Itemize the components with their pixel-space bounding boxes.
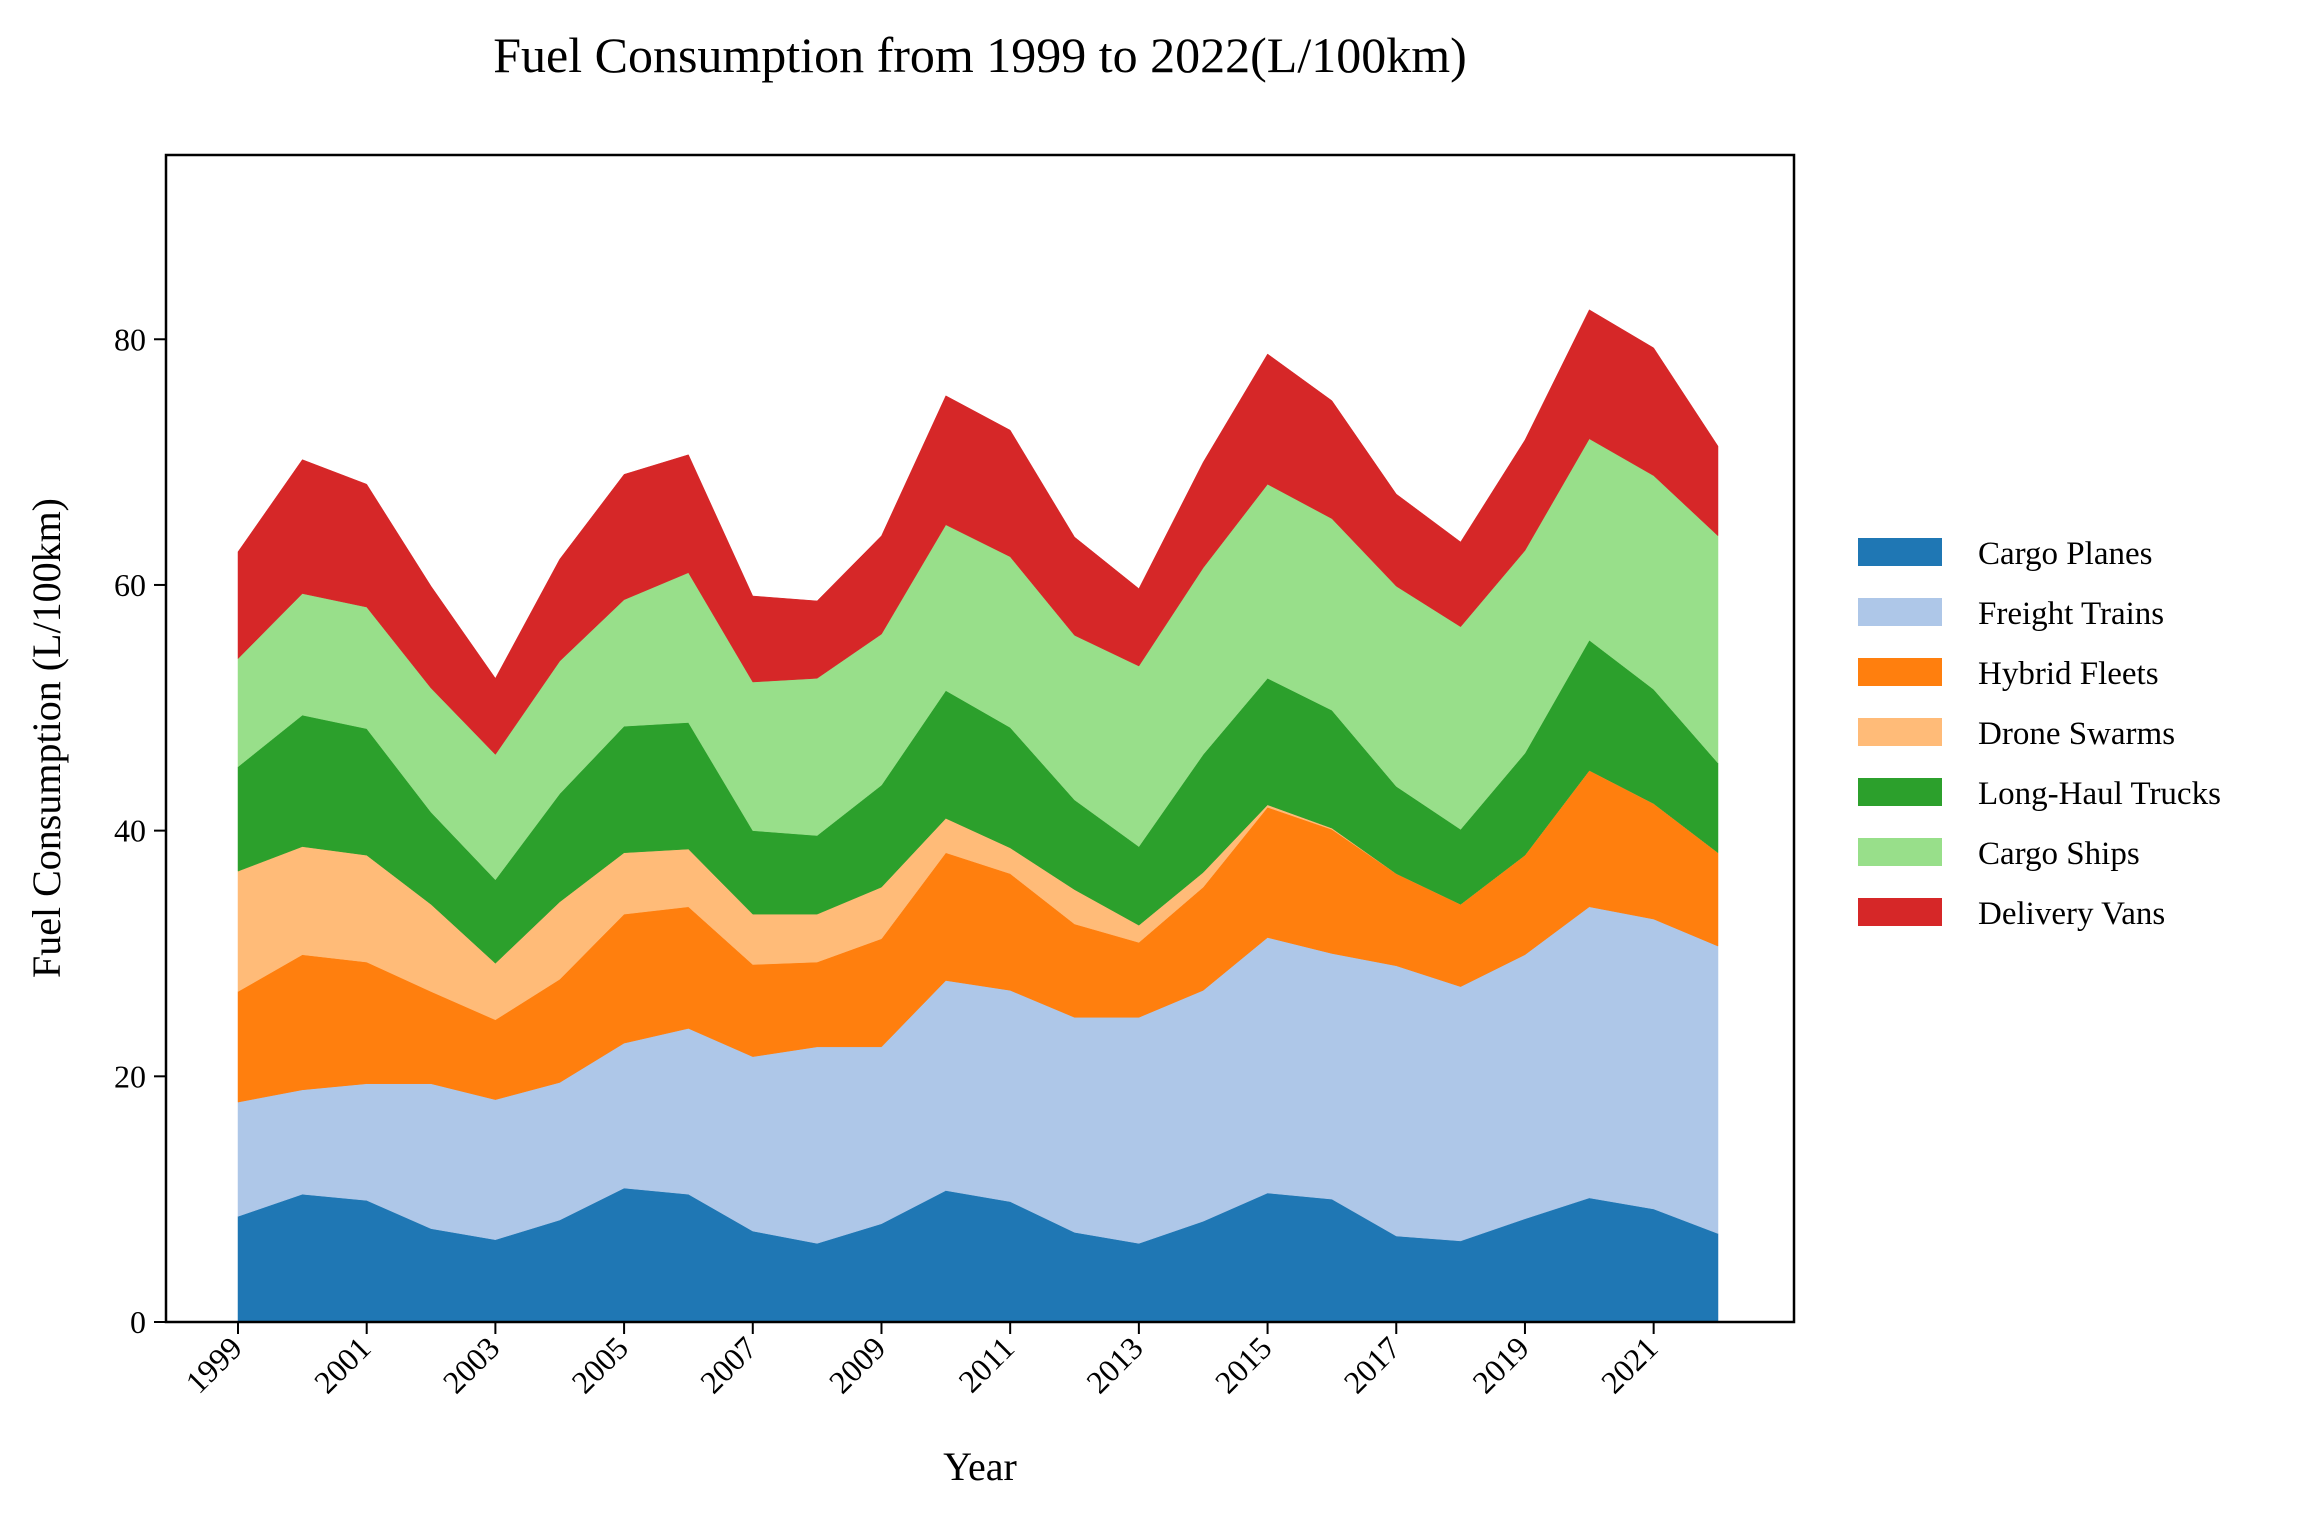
legend-swatch-hybrid-fleets	[1858, 658, 1942, 686]
y-tick-label: 80	[114, 321, 146, 357]
legend-swatch-cargo-ships	[1858, 838, 1942, 866]
y-tick-label: 0	[130, 1304, 146, 1340]
legend-label-long-haul-trucks: Long-Haul Trucks	[1978, 776, 2221, 812]
legend-label-delivery-vans: Delivery Vans	[1978, 896, 2165, 932]
y-tick-label: 60	[114, 567, 146, 603]
legend-label-cargo-planes: Cargo Planes	[1978, 536, 2152, 572]
legend-label-cargo-ships: Cargo Ships	[1978, 836, 2140, 872]
y-axis-ticks: 0 20 40 60 80	[114, 321, 166, 1340]
legend-label-freight-trains: Freight Trains	[1978, 596, 2164, 632]
chart-title: Fuel Consumption from 1999 to 2022(L/100…	[493, 27, 1467, 83]
legend-swatch-long-haul-trucks	[1858, 778, 1942, 806]
x-axis-label: Year	[943, 1444, 1017, 1489]
legend: Cargo Planes Freight Trains Hybrid Fleets D…	[1858, 536, 2221, 932]
legend-label-drone-swarms: Drone Swarms	[1978, 716, 2175, 752]
plot-frame	[164, 153, 1796, 1324]
legend-swatch-drone-swarms	[1858, 718, 1942, 746]
legend-swatch-cargo-planes	[1858, 538, 1942, 566]
area-delivery-vans	[237, 309, 1719, 755]
y-tick-label: 40	[114, 813, 146, 849]
area-series-group	[237, 309, 1719, 1323]
y-axis-label: Fuel Consumption (L/100km)	[24, 498, 69, 978]
legend-swatch-delivery-vans	[1858, 898, 1942, 926]
y-tick-label: 20	[114, 1058, 146, 1094]
legend-swatch-freight-trains	[1858, 598, 1942, 626]
legend-label-hybrid-fleets: Hybrid Fleets	[1978, 656, 2159, 692]
